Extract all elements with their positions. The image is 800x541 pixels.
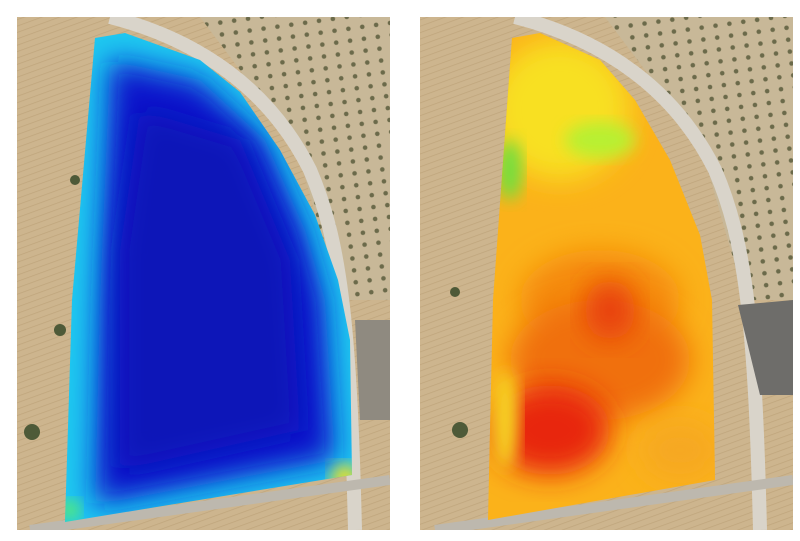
- right-panel: [420, 17, 793, 530]
- left-panel: [17, 17, 390, 530]
